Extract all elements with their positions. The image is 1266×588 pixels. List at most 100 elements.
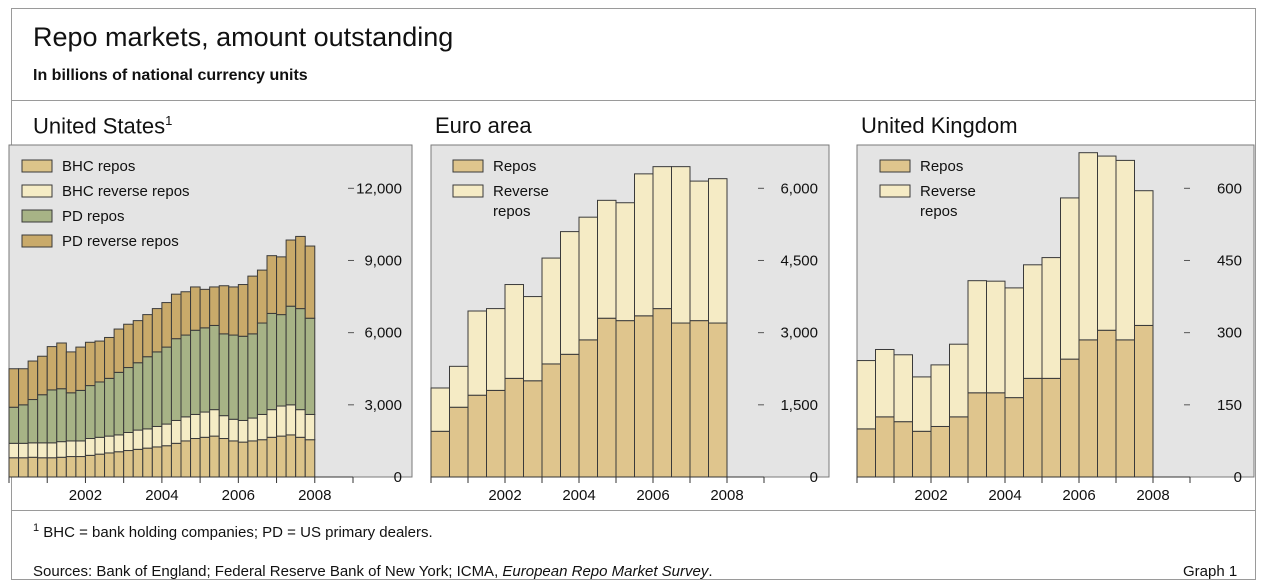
bar-us-pd-reverse-repos <box>276 256 287 316</box>
bar-euro-repos <box>634 315 654 478</box>
panel-title-us-text: United States <box>33 113 166 139</box>
bar-uk-reverse-repos <box>1023 264 1043 379</box>
sources-italic: European Repo Market Survey <box>502 563 709 580</box>
bar-us-bhc-reverse-repos <box>285 404 297 436</box>
bar-us-bhc-repos <box>94 453 106 478</box>
bar-us-pd-reverse-repos <box>304 245 316 319</box>
graph-title: Repo markets, amount outstanding <box>33 22 454 52</box>
legend-swatch-us <box>21 159 53 173</box>
bar-uk-reverse-repos <box>875 348 895 418</box>
bar-euro-repos <box>615 320 635 478</box>
y-tick-label-uk: 600 <box>1217 180 1242 197</box>
bar-us-bhc-reverse-repos <box>304 413 316 441</box>
x-tick-label-euro: 2008 <box>710 487 743 504</box>
bar-euro-reverse-repos <box>708 178 728 324</box>
bar-us-bhc-reverse-repos <box>209 409 220 437</box>
bar-us-pd-reverse-repos <box>142 314 153 358</box>
bar-uk-reverse-repos <box>1004 287 1024 399</box>
bar-us-pd-repos <box>84 385 96 440</box>
x-tick-label-uk: 2004 <box>988 487 1021 504</box>
bar-us-pd-reverse-repos <box>37 355 48 396</box>
bar-us-bhc-reverse-repos <box>237 419 249 443</box>
bar-us-pd-reverse-repos <box>27 360 39 401</box>
legend-label-us: BHC reverse repos <box>62 183 190 200</box>
bar-euro-repos <box>430 430 450 478</box>
bar-euro-reverse-repos <box>652 166 672 310</box>
x-tick-label-uk: 2002 <box>914 487 947 504</box>
legend-swatch-us <box>21 209 53 223</box>
bar-uk-repos <box>949 416 969 478</box>
bar-us-pd-repos <box>209 324 220 411</box>
bar-us-bhc-reverse-repos <box>75 440 86 458</box>
bar-us-pd-reverse-repos <box>75 346 86 391</box>
bar-us-bhc-repos <box>84 454 96 478</box>
bar-euro-repos <box>708 322 728 478</box>
y-tick-label-us: 9,000 <box>364 252 402 269</box>
bar-us-bhc-reverse-repos <box>27 442 39 458</box>
bar-uk-repos <box>1004 397 1024 478</box>
bar-uk-repos <box>875 416 895 478</box>
bar-us-bhc-repos <box>142 447 153 478</box>
bar-uk-repos <box>1041 377 1061 478</box>
bar-us-pd-repos <box>266 312 278 411</box>
y-tick-label-euro: 4,500 <box>780 252 818 269</box>
bar-us-bhc-reverse-repos <box>94 436 106 455</box>
bar-uk-repos <box>1115 339 1135 478</box>
bar-us-pd-repos <box>65 392 77 442</box>
bar-us-bhc-reverse-repos <box>142 428 153 449</box>
y-tick-label-euro: 1,500 <box>780 397 818 414</box>
bar-us-bhc-reverse-repos <box>104 435 115 454</box>
bar-euro-repos <box>689 320 709 478</box>
bar-us-pd-repos <box>8 406 20 444</box>
bar-uk-reverse-repos <box>1134 190 1154 326</box>
bar-us-pd-reverse-repos <box>199 288 211 329</box>
bar-us-pd-repos <box>132 362 144 431</box>
x-tick-label-us: 2002 <box>69 487 102 504</box>
bar-us-bhc-reverse-repos <box>199 411 211 438</box>
bar-us-pd-reverse-repos <box>295 235 306 310</box>
bar-us-bhc-reverse-repos <box>161 423 172 447</box>
bar-us-pd-reverse-repos <box>8 368 20 408</box>
bar-us-pd-reverse-repos <box>285 239 297 307</box>
x-tick-label-euro: 2004 <box>562 487 595 504</box>
bar-us-bhc-reverse-repos <box>113 434 125 453</box>
bar-euro-reverse-repos <box>634 173 654 317</box>
bar-uk-reverse-repos <box>1078 152 1098 341</box>
bar-uk-reverse-repos <box>1097 155 1117 331</box>
y-tick-label-us: 0 <box>394 469 402 486</box>
bar-us-bhc-repos <box>218 438 230 478</box>
bar-us-bhc-reverse-repos <box>266 409 278 438</box>
bar-us-pd-repos <box>247 333 258 419</box>
footnote-mark: 1 <box>33 522 40 534</box>
y-tick-label-uk: 450 <box>1217 252 1242 269</box>
bar-euro-repos <box>523 380 543 478</box>
y-tick-label-euro: 3,000 <box>780 325 818 342</box>
bar-uk-reverse-repos <box>893 354 913 423</box>
legend-label-us: PD reverse repos <box>62 233 179 250</box>
bar-uk-reverse-repos <box>912 376 932 432</box>
legend-swatch-euro <box>452 184 484 198</box>
legend-swatch-uk <box>879 159 911 173</box>
bar-us-bhc-repos <box>209 435 220 478</box>
graph-subtitle: In billions of national currency units <box>33 67 308 84</box>
bar-euro-repos <box>560 353 580 478</box>
bar-us-pd-reverse-repos <box>266 255 278 314</box>
bar-us-pd-reverse-repos <box>218 285 230 335</box>
panel-title-us: United States1 <box>33 113 172 139</box>
bar-uk-repos <box>967 392 987 478</box>
bar-us-bhc-repos <box>170 442 182 478</box>
x-tick-label-us: 2006 <box>222 487 255 504</box>
bar-euro-reverse-repos <box>560 231 580 355</box>
bar-us-pd-reverse-repos <box>84 341 96 387</box>
bar-us-bhc-reverse-repos <box>256 413 268 441</box>
bar-uk-repos <box>1023 377 1043 478</box>
y-tick-label-uk: 150 <box>1217 397 1242 414</box>
bar-euro-repos <box>449 406 469 478</box>
bar-us-bhc-repos <box>123 450 134 478</box>
bar-us-pd-repos <box>94 381 106 438</box>
bar-uk-reverse-repos <box>986 280 1006 394</box>
footnote-text: BHC = bank holding companies; PD = US pr… <box>43 524 433 541</box>
bar-uk-repos <box>930 425 950 478</box>
bar-us-bhc-repos <box>190 438 201 478</box>
bar-euro-repos <box>467 394 487 478</box>
